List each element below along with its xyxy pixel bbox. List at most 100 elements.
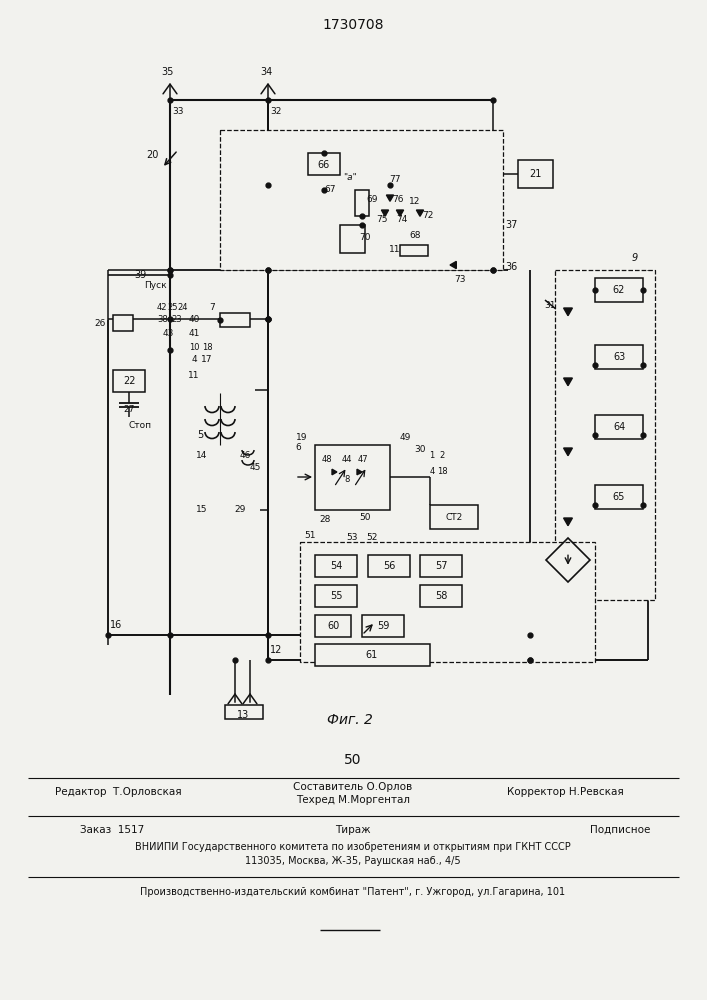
Text: "а": "а" (343, 172, 357, 182)
Text: 51: 51 (304, 530, 316, 540)
Polygon shape (387, 195, 394, 201)
Text: 62: 62 (613, 285, 625, 295)
Text: 72: 72 (422, 211, 433, 220)
Text: Пуск: Пуск (144, 280, 166, 290)
Text: 113035, Москва, Ж-35, Раушская наб., 4/5: 113035, Москва, Ж-35, Раушская наб., 4/5 (245, 856, 461, 866)
Text: 19: 19 (296, 434, 308, 442)
Text: 38: 38 (158, 314, 168, 324)
Text: ВНИИПИ Государственного комитета по изобретениям и открытиям при ГКНТ СССР: ВНИИПИ Государственного комитета по изоб… (135, 842, 571, 852)
Bar (368, 555, 410, 577)
Text: 4: 4 (191, 356, 197, 364)
Bar (420, 585, 462, 607)
Text: 70: 70 (359, 233, 370, 242)
Text: 10: 10 (189, 342, 199, 352)
Text: 26: 26 (95, 318, 106, 328)
Text: 37: 37 (505, 220, 518, 230)
Text: 18: 18 (437, 468, 448, 477)
Text: 55: 55 (329, 591, 342, 601)
Bar (362, 615, 404, 637)
Text: 57: 57 (435, 561, 448, 571)
Text: 40: 40 (188, 314, 199, 324)
Text: 35: 35 (162, 67, 174, 77)
Text: Стоп: Стоп (129, 420, 151, 430)
Text: 61: 61 (366, 650, 378, 660)
Text: 20: 20 (146, 150, 158, 160)
Text: 74: 74 (397, 216, 408, 225)
Text: 64: 64 (613, 422, 625, 432)
Bar (420, 555, 462, 577)
Bar (595, 345, 643, 369)
Text: 12: 12 (409, 198, 421, 207)
Text: 75: 75 (376, 216, 387, 225)
Bar (315, 644, 430, 666)
Text: 60: 60 (327, 621, 339, 631)
Text: 53: 53 (346, 534, 358, 542)
Bar (430, 505, 478, 529)
Bar (113, 315, 133, 331)
Text: 18: 18 (201, 342, 212, 352)
Text: 58: 58 (435, 591, 448, 601)
Text: 56: 56 (382, 561, 395, 571)
Text: 69: 69 (366, 194, 378, 204)
Bar (595, 278, 643, 302)
Text: 17: 17 (201, 356, 213, 364)
Text: 16: 16 (110, 620, 122, 630)
Text: 50: 50 (344, 753, 362, 767)
Text: Редактор  Т.Орловская: Редактор Т.Орловская (54, 787, 181, 797)
Text: 5: 5 (197, 430, 203, 440)
Text: Фиг. 2: Фиг. 2 (327, 713, 373, 727)
Text: 50: 50 (359, 514, 370, 522)
Text: 13: 13 (237, 710, 249, 720)
Text: 76: 76 (392, 194, 404, 204)
Text: 39: 39 (134, 270, 146, 280)
Text: Производственно-издательский комбинат "Патент", г. Ужгород, ул.Гагарина, 101: Производственно-издательский комбинат "П… (141, 887, 566, 897)
Text: Подписное: Подписное (590, 825, 650, 835)
Text: 54: 54 (329, 561, 342, 571)
Polygon shape (397, 210, 404, 216)
Text: 47: 47 (358, 456, 368, 464)
Text: 9: 9 (632, 253, 638, 263)
Text: 32: 32 (270, 107, 281, 116)
Text: Заказ  1517: Заказ 1517 (80, 825, 144, 835)
Bar (220, 130, 503, 270)
Bar (315, 555, 357, 577)
Text: 30: 30 (414, 446, 426, 454)
Text: 33: 33 (173, 107, 184, 116)
Text: 28: 28 (320, 516, 331, 524)
Bar (220, 313, 250, 327)
Text: 67: 67 (325, 186, 336, 194)
Text: 2: 2 (439, 450, 445, 460)
Polygon shape (563, 378, 573, 386)
Text: 27: 27 (123, 406, 135, 414)
Text: 63: 63 (613, 352, 625, 362)
Text: 23: 23 (172, 314, 182, 324)
Bar (595, 415, 643, 439)
Text: 24: 24 (177, 302, 188, 312)
Bar (400, 245, 428, 256)
Text: 34: 34 (260, 67, 272, 77)
Text: 15: 15 (197, 506, 208, 514)
Text: 12: 12 (270, 645, 282, 655)
Text: 46: 46 (239, 450, 251, 460)
Bar (595, 485, 643, 509)
Polygon shape (357, 469, 362, 475)
Text: 36: 36 (505, 262, 517, 272)
Text: 49: 49 (399, 434, 411, 442)
Text: 1730708: 1730708 (322, 18, 384, 32)
Bar (113, 370, 145, 392)
Polygon shape (416, 210, 423, 216)
Text: Корректор Н.Ревская: Корректор Н.Ревская (507, 787, 624, 797)
Text: 48: 48 (322, 456, 332, 464)
Text: 41: 41 (188, 328, 199, 338)
Text: 44: 44 (341, 456, 352, 464)
Bar (315, 615, 351, 637)
Polygon shape (563, 308, 573, 316)
Text: 52: 52 (366, 534, 378, 542)
Text: 1: 1 (429, 450, 435, 460)
Text: 25: 25 (168, 302, 178, 312)
Text: 59: 59 (377, 621, 389, 631)
Text: 29: 29 (234, 506, 246, 514)
Text: 8: 8 (344, 476, 350, 485)
Text: 42: 42 (157, 302, 168, 312)
Bar (518, 160, 553, 188)
